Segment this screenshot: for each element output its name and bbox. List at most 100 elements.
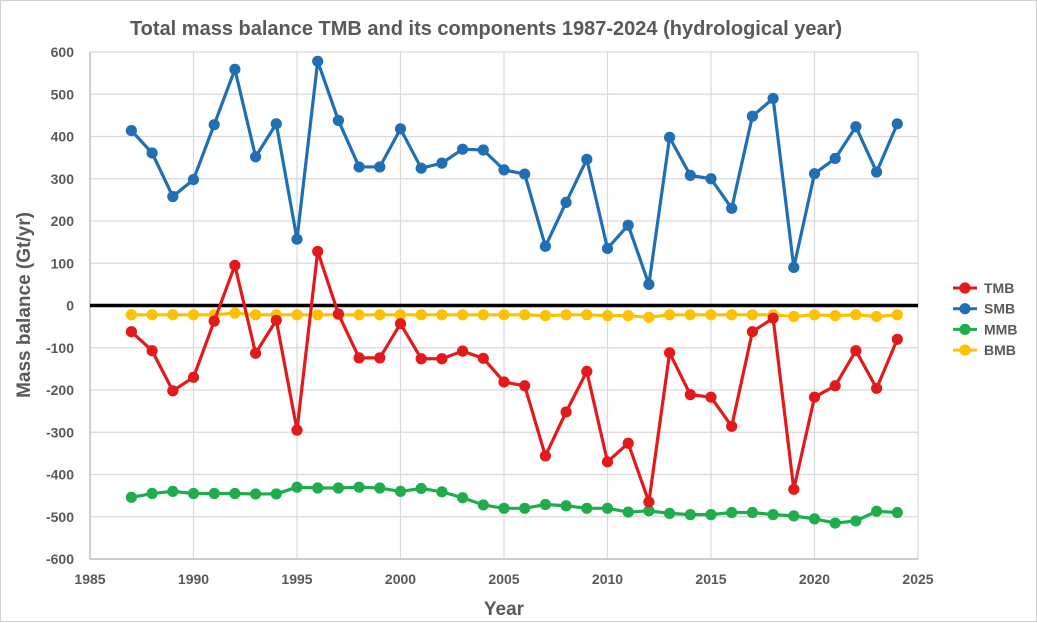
data-point-tmb [229, 259, 241, 271]
data-point-tmb [726, 420, 738, 432]
x-tick-label: 2005 [488, 571, 519, 587]
data-point-bmb [560, 309, 572, 321]
legend-marker [959, 323, 971, 335]
data-point-bmb [394, 309, 407, 321]
data-point-mmb [250, 488, 262, 500]
data-point-smb [891, 118, 903, 130]
data-point-tmb [167, 385, 179, 397]
data-point-mmb [374, 482, 386, 494]
y-tick-label: 0 [66, 298, 74, 314]
data-point-mmb [891, 506, 903, 519]
y-tick-label: -400 [46, 467, 74, 483]
data-point-bmb [187, 309, 200, 321]
data-point-mmb [705, 509, 717, 521]
data-point-mmb [601, 502, 614, 514]
data-point-tmb [332, 308, 344, 320]
data-point-mmb [684, 509, 696, 521]
data-point-bmb [850, 309, 862, 321]
data-point-mmb [353, 481, 365, 493]
data-point-tmb [125, 326, 137, 338]
data-point-bmb [871, 310, 883, 323]
data-point-smb [850, 121, 862, 133]
data-point-tmb [394, 318, 407, 330]
y-tick-label: -200 [46, 382, 74, 398]
data-point-smb [622, 219, 634, 231]
data-point-smb [312, 55, 324, 67]
data-point-smb [519, 168, 531, 180]
data-point-smb [746, 110, 759, 122]
data-point-tmb [187, 371, 200, 383]
data-point-tmb [891, 333, 903, 345]
data-point-mmb [146, 487, 158, 500]
legend-label: BMB [984, 342, 1016, 358]
data-point-bmb [788, 310, 800, 323]
x-tick-label: 1990 [178, 571, 209, 587]
y-tick-label: 400 [51, 129, 75, 145]
data-point-mmb [767, 509, 779, 521]
data-point-mmb [270, 488, 282, 500]
data-point-tmb [250, 347, 262, 359]
y-tick-label: 300 [51, 171, 75, 187]
data-point-mmb [664, 507, 676, 519]
data-point-smb [250, 151, 262, 163]
data-point-bmb [684, 309, 696, 321]
data-point-tmb [705, 391, 717, 403]
y-tick-label: 500 [51, 86, 75, 102]
legend-item-smb: SMB [953, 301, 1015, 317]
data-point-tmb [850, 345, 862, 357]
data-point-bmb [601, 310, 614, 322]
data-point-smb [353, 161, 365, 173]
data-point-tmb [146, 345, 158, 357]
data-point-bmb [167, 309, 179, 321]
data-point-bmb [726, 309, 738, 321]
legend-marker [959, 303, 971, 315]
data-point-mmb [622, 506, 634, 518]
data-point-smb [270, 118, 282, 130]
data-point-smb [601, 242, 614, 255]
legend-label: SMB [984, 301, 1015, 317]
data-point-tmb [788, 483, 800, 495]
legend-label: MMB [984, 321, 1017, 337]
data-point-tmb [871, 382, 883, 394]
data-point-smb [374, 161, 386, 173]
legend-marker [959, 344, 971, 356]
data-point-tmb [477, 352, 489, 364]
data-point-smb [581, 153, 593, 165]
x-axis-title: Year [484, 599, 525, 620]
data-point-smb [788, 261, 800, 274]
data-point-mmb [581, 502, 593, 514]
series-smb [125, 55, 903, 290]
data-point-mmb [808, 513, 821, 525]
data-point-tmb [664, 347, 676, 359]
series-tmb [125, 245, 903, 508]
data-point-tmb [353, 352, 365, 364]
data-point-smb [146, 147, 158, 159]
data-point-bmb [229, 307, 241, 319]
legend-item-bmb: BMB [953, 342, 1016, 358]
data-point-bmb [808, 309, 821, 321]
data-point-tmb [374, 352, 386, 364]
data-point-bmb [891, 309, 903, 321]
data-point-tmb [270, 314, 282, 326]
data-point-tmb [539, 450, 552, 462]
data-point-mmb [477, 499, 489, 511]
legend-marker [959, 282, 971, 294]
legend-item-tmb: TMB [953, 280, 1014, 296]
y-tick-label: -100 [46, 340, 74, 356]
data-point-bmb [477, 309, 489, 321]
y-tick-label: -600 [46, 551, 74, 567]
data-point-mmb [871, 505, 883, 517]
data-point-bmb [125, 309, 137, 321]
data-point-mmb [829, 517, 841, 529]
series-mmb [125, 481, 903, 529]
data-point-bmb [498, 309, 510, 321]
data-point-tmb [436, 353, 448, 365]
data-point-tmb [312, 245, 324, 258]
y-tick-label: -300 [46, 424, 74, 440]
data-point-tmb [746, 326, 759, 338]
data-point-bmb [539, 310, 552, 322]
data-point-mmb [187, 487, 200, 500]
data-point-tmb [767, 312, 779, 324]
data-point-mmb [291, 481, 303, 493]
data-point-mmb [746, 506, 759, 519]
